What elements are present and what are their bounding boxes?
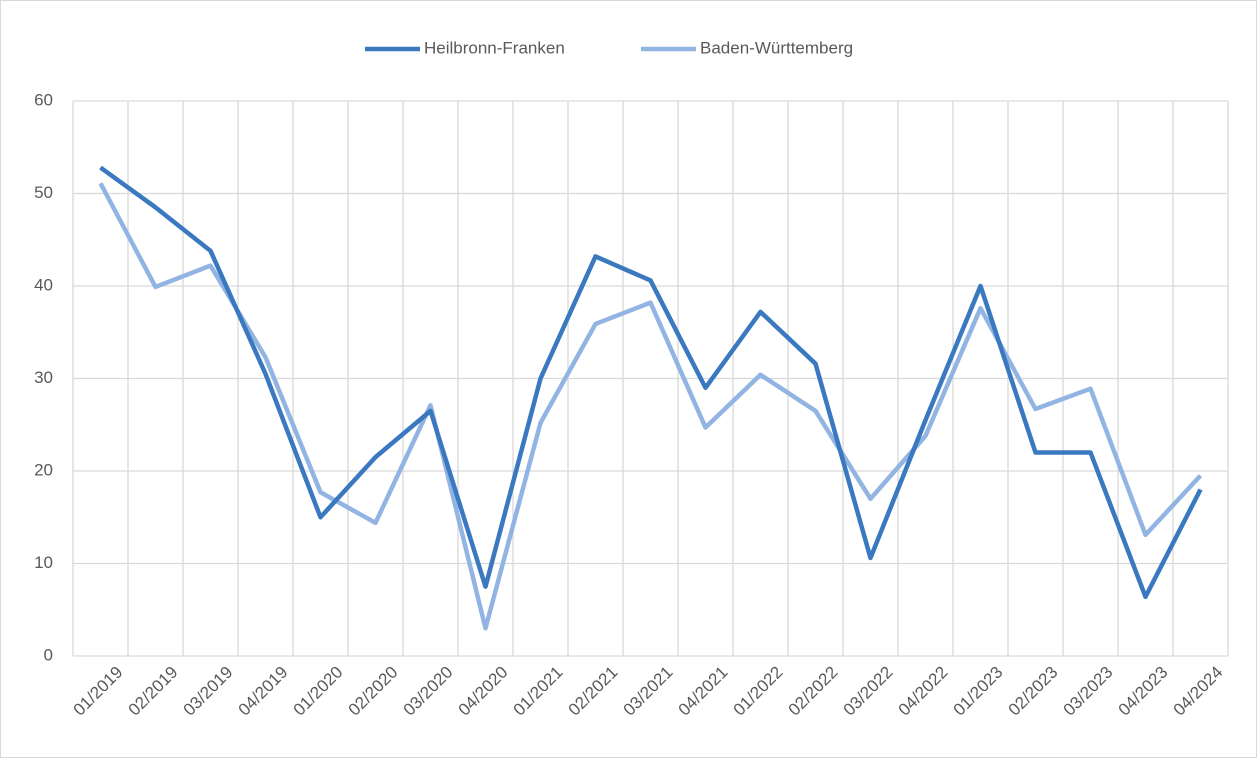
y-tick-label: 60 — [34, 90, 53, 109]
legend-label: Baden-Württemberg — [700, 38, 853, 57]
y-tick-label: 20 — [34, 460, 53, 479]
y-tick-label: 10 — [34, 553, 53, 572]
y-tick-label: 0 — [44, 645, 53, 664]
y-tick-label: 40 — [34, 275, 53, 294]
line-series — [99, 165, 1203, 600]
legend-label: Heilbronn-Franken — [424, 38, 565, 57]
line-series — [98, 182, 1203, 631]
y-tick-label: 50 — [34, 183, 53, 202]
y-tick-label: 30 — [34, 368, 53, 387]
